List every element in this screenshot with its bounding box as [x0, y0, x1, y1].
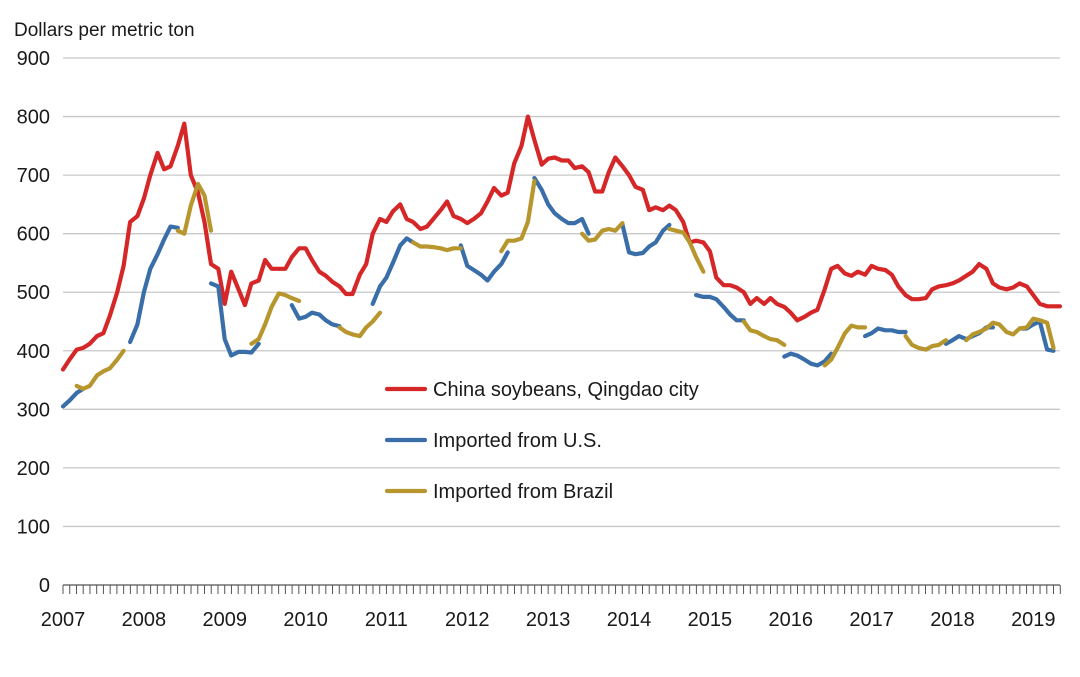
- y-tick-label: 900: [17, 48, 50, 70]
- x-tick-label: 2018: [930, 609, 975, 631]
- x-tick-label: 2008: [122, 609, 167, 631]
- series-2: [74, 178, 1056, 391]
- legend-label: Imported from U.S.: [433, 430, 602, 452]
- grid-lines: [63, 57, 1060, 528]
- series-line-segment: [579, 221, 625, 243]
- x-tick-label: 2017: [849, 609, 894, 631]
- y-tick-label: 200: [17, 458, 50, 480]
- series-line-segment: [499, 178, 537, 254]
- x-tick-label: 2007: [41, 609, 86, 631]
- series-line-segment: [782, 351, 834, 368]
- x-tick-label: 2011: [365, 609, 408, 631]
- x-tick-label: 2014: [607, 609, 652, 631]
- series-line-segment: [693, 293, 746, 323]
- y-tick-label: 0: [39, 575, 50, 597]
- y-tick-label: 500: [17, 282, 50, 304]
- series-line-segment: [741, 319, 787, 347]
- series-0: [60, 114, 1063, 372]
- series-line-segment: [667, 226, 706, 274]
- series-line-segment: [128, 224, 180, 345]
- x-tick-label: 2015: [688, 609, 733, 631]
- series-line-segment: [862, 326, 908, 339]
- series-line-segment: [964, 316, 1056, 350]
- y-tick-label: 100: [17, 516, 50, 538]
- x-tick-label: 2010: [283, 609, 328, 631]
- series-line-segment: [370, 236, 416, 306]
- x-tick-label: 2019: [1011, 609, 1056, 631]
- x-tick-label: 2012: [445, 609, 490, 631]
- x-tick-label: 2009: [202, 609, 247, 631]
- y-tick-label: 300: [17, 399, 50, 421]
- series-line-segment: [822, 323, 868, 368]
- series-line-segment: [249, 291, 302, 346]
- series-line-segment: [620, 222, 672, 257]
- series-line-segment: [289, 303, 342, 329]
- series-line-segment: [903, 334, 949, 352]
- y-tick-label: 600: [17, 224, 50, 246]
- x-axis: 2007 2008 2009 2010 2011 2012 2013 2014 2015 2016…: [41, 584, 1061, 631]
- legend: China soybeans, Qingdao city Imported fro…: [384, 379, 699, 503]
- series-line-segment: [458, 243, 510, 283]
- series-line-segment: [337, 310, 383, 339]
- y-tick-label: 400: [17, 341, 50, 363]
- series-line-segment: [60, 386, 86, 409]
- series-line-segment: [411, 240, 463, 253]
- series-line-segment: [60, 114, 1063, 372]
- x-tick-label: 2013: [526, 609, 571, 631]
- series-line-segment: [208, 281, 261, 358]
- y-tick-label: 800: [17, 107, 50, 129]
- series-lines: [60, 114, 1063, 409]
- y-tick-label: 700: [17, 165, 50, 187]
- series-line-segment: [74, 348, 126, 391]
- x-tick-label: 2016: [768, 609, 813, 631]
- series-line-segment: [175, 181, 214, 236]
- y-axis-title: Dollars per metric ton: [14, 20, 195, 41]
- y-axis-ticks: 0 100 200 300 400 500 600 700 800 900: [17, 48, 50, 597]
- series-line-segment: [532, 175, 591, 236]
- legend-label: China soybeans, Qingdao city: [433, 379, 699, 401]
- legend-label: Imported from Brazil: [433, 481, 613, 503]
